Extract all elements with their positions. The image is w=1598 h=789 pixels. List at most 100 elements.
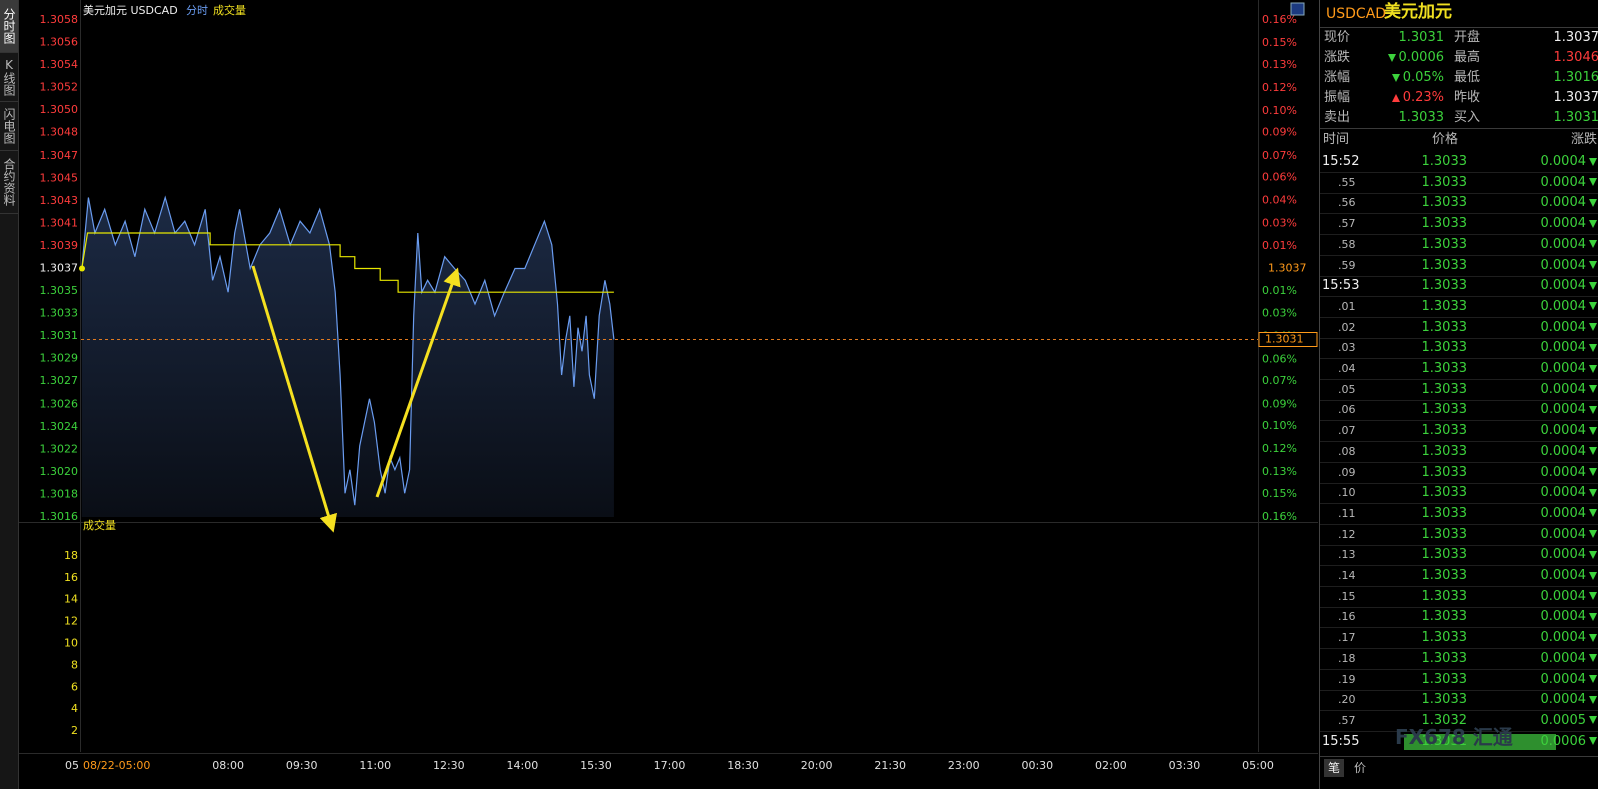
y2-tick-label: 0.06% <box>1262 353 1297 366</box>
last-price-label: 1.3031 <box>1265 333 1304 346</box>
tick-price: 1.3033 <box>1421 361 1468 376</box>
x-tick-label: 02:00 <box>1095 759 1127 772</box>
y-tick-label: 1.3020 <box>40 465 79 478</box>
tick-time: .01 <box>1338 299 1356 313</box>
arrow-icon <box>1589 633 1597 642</box>
quote-value: 0.0006 <box>1387 49 1444 67</box>
tick-change: 0.0004 <box>1541 360 1597 378</box>
tick-time: .15 <box>1338 589 1356 603</box>
arrow-icon <box>1589 447 1597 456</box>
y2-tick-label: 0.01% <box>1262 239 1297 252</box>
tick-price: 1.3033 <box>1421 650 1468 666</box>
tick-change: 0.0004 <box>1541 484 1597 502</box>
row-divider <box>1320 275 1598 277</box>
tick-time: .55 <box>1338 175 1356 189</box>
tick-time: .19 <box>1338 672 1356 686</box>
y2-tick-label: 0.03% <box>1262 306 1297 319</box>
tick-change: 0.0004 <box>1541 443 1597 461</box>
arrow-icon <box>1589 737 1597 746</box>
tick-time: .59 <box>1338 258 1356 272</box>
tick-change: 0.0004 <box>1541 671 1597 689</box>
arrow-icon <box>1589 240 1597 249</box>
y-tick-label: 1.3056 <box>40 35 79 48</box>
tick-time: .06 <box>1338 403 1356 417</box>
tick-time: .18 <box>1338 651 1356 665</box>
icon-button[interactable] <box>1290 2 1305 16</box>
tick-time: .08 <box>1338 444 1356 458</box>
tick-change: 0.0005 <box>1541 712 1597 730</box>
arrow-icon <box>1589 178 1597 187</box>
arrow-icon <box>1391 93 1400 102</box>
y-tick-label: 1.3050 <box>40 103 79 116</box>
x-tick-label: 14:00 <box>507 759 539 772</box>
y-tick-label: 1.3041 <box>40 217 79 230</box>
symbol: USDCAD <box>1326 6 1387 22</box>
tab-timeshare[interactable]: 分时图 <box>0 0 18 53</box>
volume-tick-label: 18 <box>64 549 78 562</box>
volume-tick-label: 12 <box>64 615 78 628</box>
row-divider <box>1320 379 1598 380</box>
quote-value: 1.3031 <box>1553 110 1598 125</box>
annotation-arrow <box>251 265 338 533</box>
x-tick-label: 18:30 <box>727 759 759 772</box>
row-divider <box>1320 296 1598 298</box>
y2-tick-label: 0.06% <box>1262 170 1297 183</box>
arrow-icon <box>1589 592 1597 601</box>
tick-price: 1.3033 <box>1421 195 1468 211</box>
quote-label: 卖出 <box>1324 110 1351 125</box>
row-divider <box>1320 503 1598 505</box>
y2-tick-label: 0.13% <box>1262 465 1297 478</box>
arrow-icon <box>1589 323 1597 332</box>
y2-tick-label: 0.09% <box>1262 126 1297 139</box>
quote-label: 最低 <box>1454 70 1481 85</box>
arrow-icon <box>1391 73 1400 82</box>
tick-change: 0.0004 <box>1541 174 1597 192</box>
tick-price: 1.3033 <box>1421 630 1468 646</box>
x-tick-label: 11:00 <box>359 759 391 772</box>
quote-label: 涨幅 <box>1324 70 1351 85</box>
tick-price: 1.3033 <box>1421 568 1468 583</box>
tick-change: 0.0004 <box>1541 505 1597 523</box>
volume-tick-label: 10 <box>64 637 78 650</box>
x-tick-label: 15:30 <box>580 759 612 772</box>
quote-panel: USDCAD 美元加元 现价 1.3031 开盘 1.3037 涨跌 0.0006 最高 1.… <box>1319 0 1598 789</box>
tab-flash[interactable]: 闪电图 <box>0 102 18 151</box>
tab-kline[interactable]: K线图 <box>0 53 18 102</box>
tick-price: 1.3033 <box>1421 381 1468 397</box>
bottom-tab[interactable]: 价 <box>1353 761 1366 775</box>
tick-time: .04 <box>1338 362 1356 375</box>
row-divider <box>1320 399 1598 401</box>
arrow-icon <box>1387 53 1396 62</box>
y-tick-label: 1.3026 <box>40 398 79 411</box>
quote-value: 0.23% <box>1391 89 1444 107</box>
watermark: FX678 汇通 <box>1395 725 1513 749</box>
table-header: 涨跌 <box>1570 132 1597 147</box>
y2-tick-label: 0.07% <box>1262 374 1297 387</box>
arrow-icon <box>1589 198 1597 207</box>
arrow-icon <box>1589 571 1597 580</box>
y-tick-label: 1.3047 <box>40 149 79 162</box>
row-divider <box>1320 358 1598 360</box>
row-divider <box>1320 482 1598 484</box>
quote-label: 现价 <box>1324 30 1351 45</box>
x-start-label: 08/22-05:00 <box>83 759 150 772</box>
tick-change: 0.0004 <box>1541 298 1597 316</box>
tick-price: 1.3031 <box>1421 733 1468 749</box>
x-tick-label: 12:30 <box>433 759 465 772</box>
quote-value: 1.3031 <box>1398 30 1445 45</box>
row-divider <box>1320 523 1598 525</box>
row-divider <box>1320 234 1598 236</box>
sidebar: 分时图 K线图 闪电图 合约资料 <box>0 0 19 789</box>
row-divider <box>1320 668 1598 670</box>
volume-tick-label: 14 <box>64 593 78 606</box>
row-divider <box>1320 606 1598 608</box>
arrow-icon <box>1589 405 1597 414</box>
tick-price: 1.3033 <box>1421 443 1468 459</box>
volume-title: 成交量 <box>83 518 116 532</box>
bottom-tab[interactable]: 笔 <box>1324 759 1344 777</box>
arrow-icon <box>1589 426 1597 435</box>
tab-contract[interactable]: 合约资料 <box>0 151 18 214</box>
row-divider <box>1320 441 1598 443</box>
y-tick-label: 1.3058 <box>40 13 79 26</box>
